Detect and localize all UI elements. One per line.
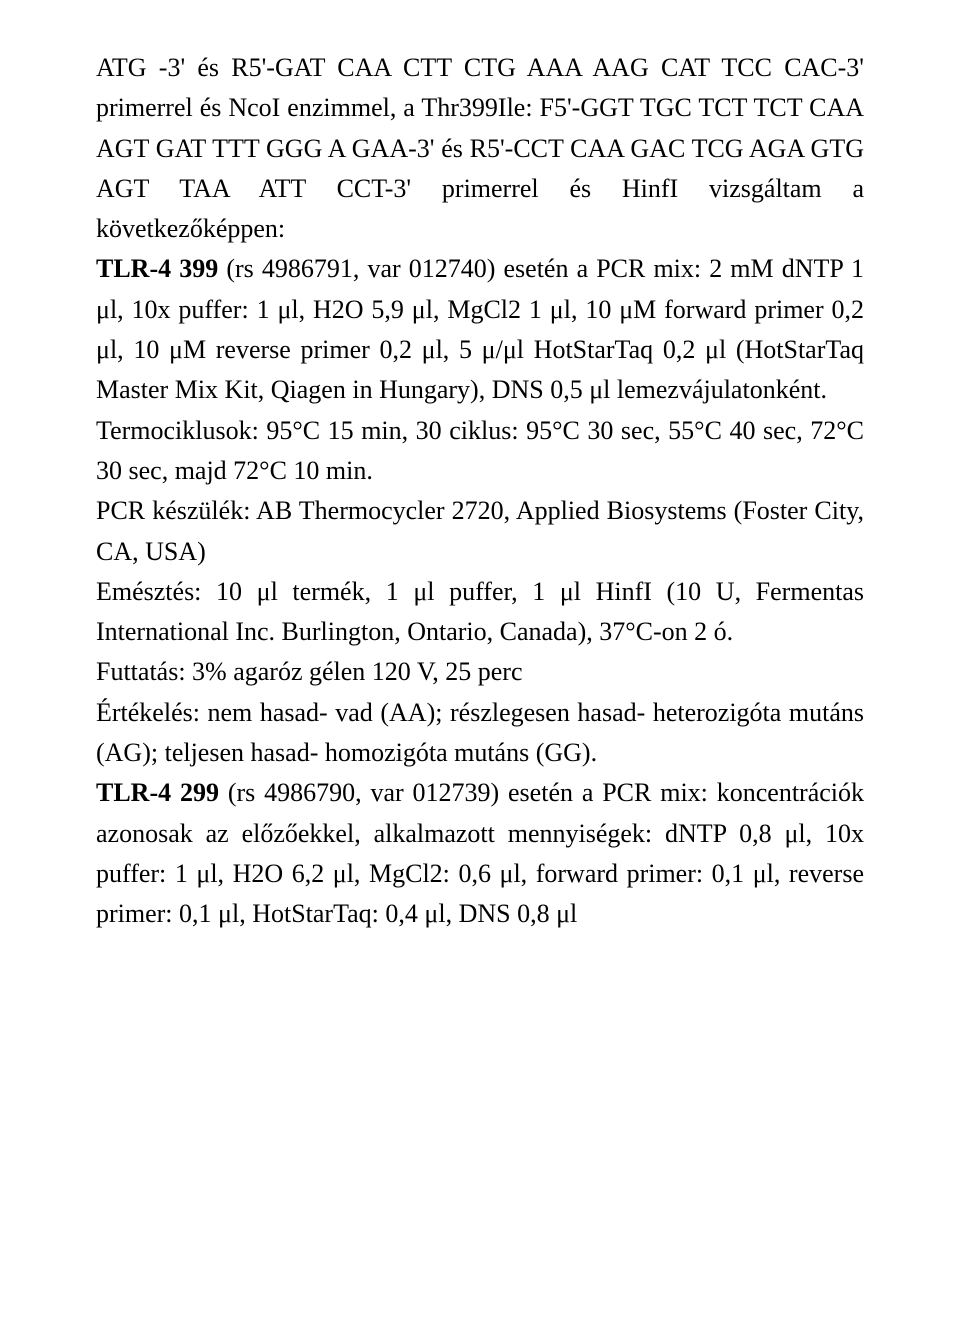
paragraph: TLR-4 399 (rs 4986791, var 012740) eseté… xyxy=(96,249,864,410)
text-run: Értékelés: nem hasad- vad (AA); részlege… xyxy=(96,698,864,767)
document-body: ATG -3' és R5'-GAT CAA CTT CTG AAA AAG C… xyxy=(96,48,864,935)
text-run: ATG -3' és R5'-GAT CAA CTT CTG AAA AAG C… xyxy=(96,53,864,243)
text-run: Futtatás: 3% agaróz gélen 120 V, 25 perc xyxy=(96,657,523,686)
text-run: Emésztés: 10 μl termék, 1 μl puffer, 1 μ… xyxy=(96,577,864,646)
paragraph: PCR készülék: AB Thermocycler 2720, Appl… xyxy=(96,491,864,572)
text-run: TLR-4 399 xyxy=(96,254,226,283)
paragraph: Termociklusok: 95°C 15 min, 30 ciklus: 9… xyxy=(96,411,864,492)
paragraph: Értékelés: nem hasad- vad (AA); részlege… xyxy=(96,693,864,774)
text-run: PCR készülék: AB Thermocycler 2720, Appl… xyxy=(96,496,864,565)
text-run: Termociklusok: 95°C 15 min, 30 ciklus: 9… xyxy=(96,416,864,485)
paragraph: TLR-4 299 (rs 4986790, var 012739) eseté… xyxy=(96,773,864,934)
paragraph: ATG -3' és R5'-GAT CAA CTT CTG AAA AAG C… xyxy=(96,48,864,249)
paragraph: Futtatás: 3% agaróz gélen 120 V, 25 perc xyxy=(96,652,864,692)
paragraph: Emésztés: 10 μl termék, 1 μl puffer, 1 μ… xyxy=(96,572,864,653)
text-run: TLR-4 299 xyxy=(96,778,228,807)
